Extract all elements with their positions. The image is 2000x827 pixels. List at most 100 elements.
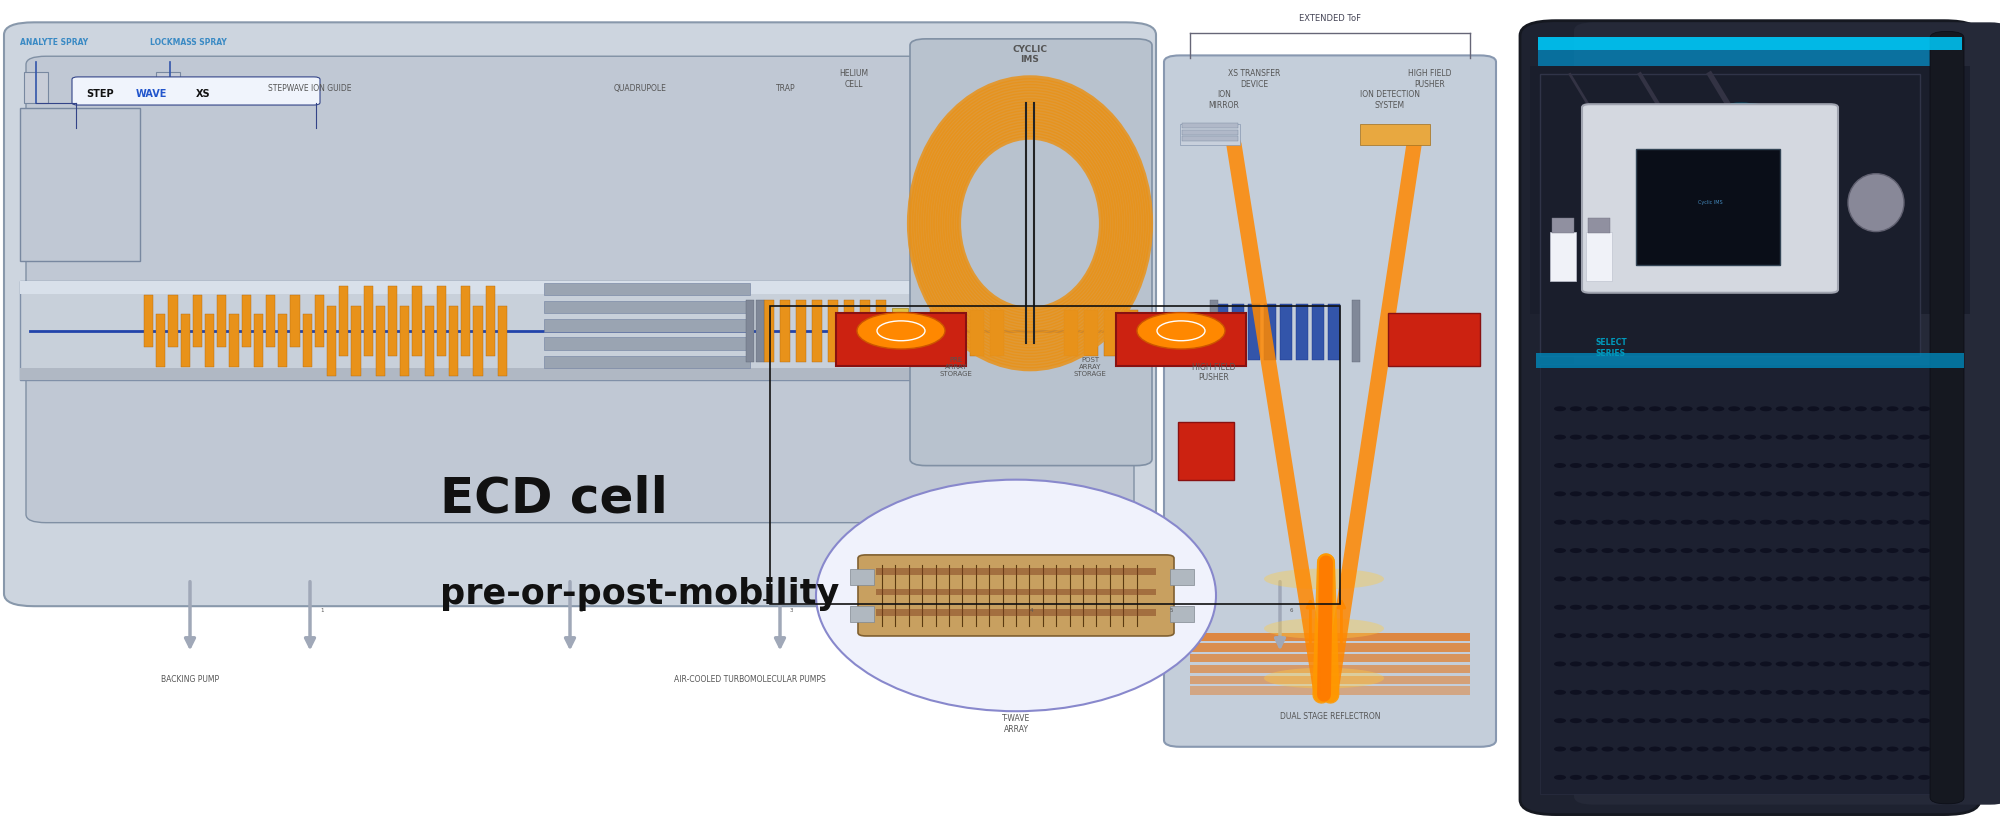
Text: TRAP: TRAP: [776, 84, 796, 93]
Circle shape: [1808, 633, 1820, 638]
Circle shape: [1760, 747, 1772, 752]
Circle shape: [1680, 519, 1692, 524]
Circle shape: [1586, 435, 1598, 440]
Circle shape: [1792, 718, 1804, 723]
Circle shape: [1824, 662, 1836, 667]
Circle shape: [1776, 406, 1788, 411]
Circle shape: [1854, 718, 1866, 723]
Circle shape: [1664, 435, 1676, 440]
Bar: [388, 286, 398, 356]
Circle shape: [1618, 718, 1630, 723]
Circle shape: [1728, 435, 1740, 440]
Text: 4: 4: [1030, 608, 1034, 613]
Circle shape: [1854, 491, 1866, 496]
Text: T-WAVE
ARRAY: T-WAVE ARRAY: [1002, 715, 1030, 734]
Text: POST
ARRAY
STORAGE: POST ARRAY STORAGE: [1074, 357, 1106, 377]
Circle shape: [1554, 633, 1566, 638]
Circle shape: [1648, 747, 1660, 752]
Circle shape: [1902, 747, 1914, 752]
Circle shape: [1554, 718, 1566, 723]
Circle shape: [1902, 463, 1914, 468]
Circle shape: [1728, 548, 1740, 553]
Circle shape: [1680, 548, 1692, 553]
Text: EXTENDED ToF: EXTENDED ToF: [1300, 14, 1360, 22]
Circle shape: [1886, 491, 1898, 496]
Text: Cyclic IMS: Cyclic IMS: [1698, 200, 1722, 205]
Text: pre-or-post-mobility: pre-or-post-mobility: [440, 576, 840, 610]
Circle shape: [1760, 548, 1772, 553]
Bar: [20, 108, 140, 261]
Circle shape: [1680, 775, 1692, 780]
Circle shape: [1902, 775, 1914, 780]
Ellipse shape: [1848, 174, 1904, 232]
Circle shape: [1664, 406, 1676, 411]
Bar: [314, 294, 324, 347]
Circle shape: [1586, 662, 1598, 667]
Bar: [836, 313, 966, 366]
Bar: [1264, 304, 1276, 360]
Bar: [796, 300, 806, 362]
Bar: [1296, 304, 1308, 360]
Circle shape: [1760, 463, 1772, 468]
Circle shape: [1902, 605, 1914, 609]
Bar: [970, 310, 984, 356]
Bar: [1540, 364, 1960, 794]
Circle shape: [1712, 747, 1724, 752]
Circle shape: [1648, 435, 1660, 440]
Bar: [1084, 310, 1098, 356]
Circle shape: [1712, 775, 1724, 780]
Circle shape: [1902, 519, 1914, 524]
Bar: [1104, 310, 1118, 356]
Bar: [1190, 654, 1470, 662]
Circle shape: [1840, 463, 1852, 468]
Circle shape: [1712, 690, 1724, 695]
Bar: [1388, 313, 1480, 366]
Circle shape: [1808, 662, 1820, 667]
Bar: [326, 306, 336, 375]
Circle shape: [1840, 435, 1852, 440]
FancyBboxPatch shape: [1574, 22, 2000, 805]
Circle shape: [1586, 463, 1598, 468]
Circle shape: [1824, 747, 1836, 752]
Text: ION
MIRROR: ION MIRROR: [1208, 90, 1240, 109]
Circle shape: [1618, 605, 1630, 609]
Circle shape: [1696, 576, 1708, 581]
Text: XS: XS: [196, 88, 210, 99]
Circle shape: [1602, 690, 1614, 695]
Circle shape: [1634, 633, 1646, 638]
Circle shape: [1618, 775, 1630, 780]
Circle shape: [1728, 690, 1740, 695]
Bar: [242, 294, 250, 347]
Circle shape: [1618, 491, 1630, 496]
Bar: [400, 306, 410, 375]
Circle shape: [1602, 605, 1614, 609]
Circle shape: [1554, 775, 1566, 780]
Bar: [850, 569, 874, 586]
Circle shape: [1776, 519, 1788, 524]
Circle shape: [1728, 519, 1740, 524]
Bar: [156, 314, 166, 367]
Circle shape: [1696, 633, 1708, 638]
Circle shape: [1634, 718, 1646, 723]
Bar: [876, 589, 1156, 595]
Circle shape: [1696, 775, 1708, 780]
Circle shape: [1728, 491, 1740, 496]
Circle shape: [1696, 690, 1708, 695]
Bar: [1538, 37, 1962, 70]
Circle shape: [1602, 576, 1614, 581]
Circle shape: [1808, 435, 1820, 440]
Bar: [302, 314, 312, 367]
Bar: [1190, 676, 1470, 684]
Circle shape: [1854, 690, 1866, 695]
FancyBboxPatch shape: [26, 56, 1134, 523]
FancyBboxPatch shape: [4, 22, 1156, 606]
Circle shape: [1808, 519, 1820, 524]
Circle shape: [1712, 435, 1724, 440]
Circle shape: [1664, 519, 1676, 524]
Bar: [1248, 304, 1260, 360]
Circle shape: [1634, 519, 1646, 524]
Bar: [930, 310, 944, 356]
Bar: [448, 306, 458, 375]
Circle shape: [1824, 463, 1836, 468]
Circle shape: [1664, 747, 1676, 752]
